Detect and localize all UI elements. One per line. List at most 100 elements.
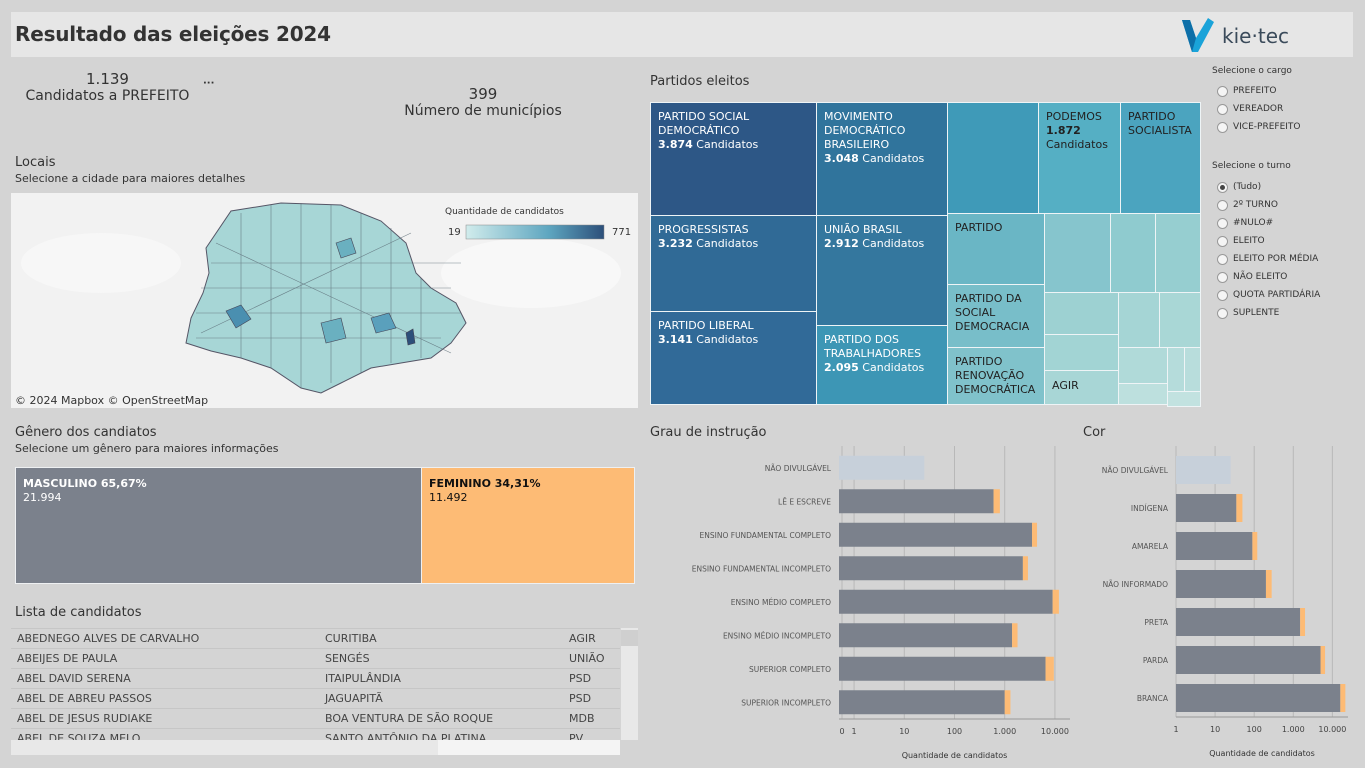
- bar-main[interactable]: [839, 455, 925, 480]
- gender-male-block[interactable]: MASCULINO 65,67% 21.994: [16, 468, 421, 583]
- bar-secondary[interactable]: [1236, 494, 1243, 522]
- bar-secondary[interactable]: [1032, 522, 1038, 547]
- gender-male-label: MASCULINO 65,67%: [23, 477, 147, 490]
- gender-female-block[interactable]: FEMININO 34,31% 11.492: [422, 468, 634, 583]
- turno-option-nao-eleito[interactable]: NÃO ELEITO: [1217, 268, 1320, 286]
- radio-icon[interactable]: [1217, 85, 1228, 97]
- bar-secondary[interactable]: [1012, 623, 1018, 648]
- bar-main[interactable]: [1176, 532, 1253, 560]
- table-row[interactable]: ABEL DE SOUZA MELO SANTO ANTÔNIO DA PLAT…: [11, 728, 620, 740]
- scrollbar-thumb[interactable]: [438, 740, 620, 755]
- cargo-option-label: PREFEITO: [1233, 86, 1277, 96]
- bar-secondary[interactable]: [993, 489, 1000, 514]
- tm-cell-psd-value: 3.874: [658, 138, 693, 151]
- vertical-scrollbar[interactable]: [621, 628, 638, 740]
- cell-name: ABEL DE JESUS RUDIAKE: [17, 712, 153, 725]
- tm-cell-uniao[interactable]: UNIÃO BRASIL 2.912 Candidatos: [816, 215, 948, 326]
- cargo-option-vereador[interactable]: VEREADOR: [1217, 100, 1301, 118]
- turno-option-2-turno[interactable]: 2º TURNO: [1217, 196, 1320, 214]
- cell-name: ABEL DAVID SERENA: [17, 672, 131, 685]
- bar-main[interactable]: [839, 623, 1013, 648]
- tm-cell-small-7[interactable]: [1044, 334, 1119, 371]
- bar-main[interactable]: [1176, 646, 1321, 674]
- bar-main[interactable]: [839, 656, 1046, 681]
- bar-secondary[interactable]: [1004, 690, 1011, 715]
- radio-icon[interactable]: [1217, 199, 1228, 211]
- bar-main[interactable]: [839, 489, 994, 514]
- tm-cell-mdb[interactable]: MOVIMENTO DEMOCRÁTICO BRASILEIRO 3.048 C…: [816, 102, 948, 216]
- table-row[interactable]: ABEL DE ABREU PASSOS JAGUAPITÃ PSD: [11, 688, 620, 708]
- bar-secondary[interactable]: [1265, 570, 1272, 598]
- bar-secondary[interactable]: [1052, 589, 1059, 614]
- turno-option-quota[interactable]: QUOTA PARTIDÁRIA: [1217, 286, 1320, 304]
- tm-cell-pp[interactable]: PROGRESSISTAS 3.232 Candidatos: [650, 215, 817, 312]
- radio-selected-icon[interactable]: [1217, 181, 1228, 193]
- bar-main[interactable]: [1176, 570, 1266, 598]
- cargo-option-prefeito[interactable]: PREFEITO: [1217, 82, 1301, 100]
- tm-cell-small-10[interactable]: [1184, 347, 1201, 392]
- bar-main[interactable]: [1176, 608, 1301, 636]
- map-panel[interactable]: Quantidade de candidatos 19 771: [11, 193, 638, 408]
- radio-icon[interactable]: [1217, 307, 1228, 319]
- bar-main[interactable]: [839, 522, 1033, 547]
- map-credit[interactable]: © 2024 Mapbox © OpenStreetMap: [15, 394, 209, 407]
- bar-secondary[interactable]: [1045, 656, 1054, 681]
- turno-option-label: QUOTA PARTIDÁRIA: [1233, 290, 1321, 300]
- bar-main[interactable]: [1176, 494, 1237, 522]
- turno-option-nulo[interactable]: #NULO#: [1217, 214, 1320, 232]
- tm-cell-small-6[interactable]: [1159, 292, 1201, 348]
- bar-main[interactable]: [839, 589, 1053, 614]
- bar-secondary[interactable]: [1340, 684, 1346, 712]
- tm-cell-small-5[interactable]: [1118, 292, 1160, 348]
- tm-cell-prd[interactable]: PARTIDO RENOVAÇÃO DEMOCRÁTICA: [947, 347, 1045, 405]
- category-label: AMARELA: [1132, 542, 1169, 551]
- radio-icon[interactable]: [1217, 271, 1228, 283]
- parana-map[interactable]: Quantidade de candidatos 19 771: [11, 193, 638, 408]
- radio-icon[interactable]: [1217, 235, 1228, 247]
- radio-icon[interactable]: [1217, 253, 1228, 265]
- turno-option-suplente[interactable]: SUPLENTE: [1217, 304, 1320, 322]
- bar-secondary[interactable]: [1320, 646, 1326, 674]
- tm-cell-pt[interactable]: PARTIDO DOS TRABALHADORES 2.095 Candidat…: [816, 325, 948, 405]
- turno-option-tudo[interactable]: (Tudo): [1217, 178, 1320, 196]
- tm-cell-agir[interactable]: AGIR: [1044, 370, 1119, 405]
- turno-option-eleito-media[interactable]: ELEITO POR MÉDIA: [1217, 250, 1320, 268]
- tm-cell-small-9[interactable]: [1167, 347, 1185, 392]
- scrollbar-thumb[interactable]: [621, 630, 638, 646]
- tm-cell-psdb[interactable]: PARTIDO DA SOCIAL DEMOCRACIA: [947, 284, 1045, 348]
- more-options-icon[interactable]: ···: [203, 78, 215, 89]
- party-treemap: PARTIDO SOCIAL DEMOCRÁTICO 3.874 Candida…: [650, 102, 1201, 407]
- radio-icon[interactable]: [1217, 121, 1228, 133]
- tm-cell-partido[interactable]: PARTIDO: [947, 213, 1045, 285]
- horizontal-scrollbar[interactable]: [11, 740, 620, 755]
- tm-cell-small-1[interactable]: [1044, 213, 1111, 293]
- tm-cell-pl[interactable]: PARTIDO LIBERAL 3.141 Candidatos: [650, 311, 817, 405]
- radio-icon[interactable]: [1217, 289, 1228, 301]
- table-row[interactable]: ABEIJES DE PAULA SENGÉS UNIÃO: [11, 648, 620, 668]
- radio-icon[interactable]: [1217, 217, 1228, 229]
- bar-main[interactable]: [1176, 456, 1231, 484]
- bar-secondary[interactable]: [1252, 532, 1258, 560]
- tm-cell-psb[interactable]: PARTIDO SOCIALISTA: [1120, 102, 1201, 214]
- table-row[interactable]: ABEDNEGO ALVES DE CARVALHO CURITIBA AGIR: [11, 628, 620, 648]
- turno-option-eleito[interactable]: ELEITO: [1217, 232, 1320, 250]
- cargo-option-vice-prefeito[interactable]: VICE-PREFEITO: [1217, 118, 1301, 136]
- tm-cell-small-12[interactable]: [1167, 391, 1201, 407]
- tm-cell-small-4[interactable]: [1044, 292, 1119, 335]
- tm-cell-small-8[interactable]: [1118, 347, 1168, 384]
- table-row[interactable]: ABEL DAVID SERENA ITAIPULÂNDIA PSD: [11, 668, 620, 688]
- table-row[interactable]: ABEL DE JESUS RUDIAKE BOA VENTURA DE SÃO…: [11, 708, 620, 728]
- bar-main[interactable]: [1176, 684, 1341, 712]
- bar-main[interactable]: [839, 556, 1023, 581]
- tm-cell-small-3[interactable]: [1155, 213, 1201, 293]
- tm-cell-small-11[interactable]: [1118, 383, 1168, 405]
- bar-secondary[interactable]: [1300, 608, 1306, 636]
- bar-main[interactable]: [839, 690, 1005, 715]
- tm-cell-psd[interactable]: PARTIDO SOCIAL DEMOCRÁTICO 3.874 Candida…: [650, 102, 817, 216]
- radio-icon[interactable]: [1217, 103, 1228, 115]
- tm-cell-unlabeled-1[interactable]: [947, 102, 1039, 214]
- tm-cell-podemos[interactable]: PODEMOS 1.872 Candidatos: [1038, 102, 1121, 214]
- gender-female-label: FEMININO 34,31%: [429, 477, 541, 490]
- tm-cell-small-2[interactable]: [1110, 213, 1156, 293]
- bar-secondary[interactable]: [1022, 556, 1028, 581]
